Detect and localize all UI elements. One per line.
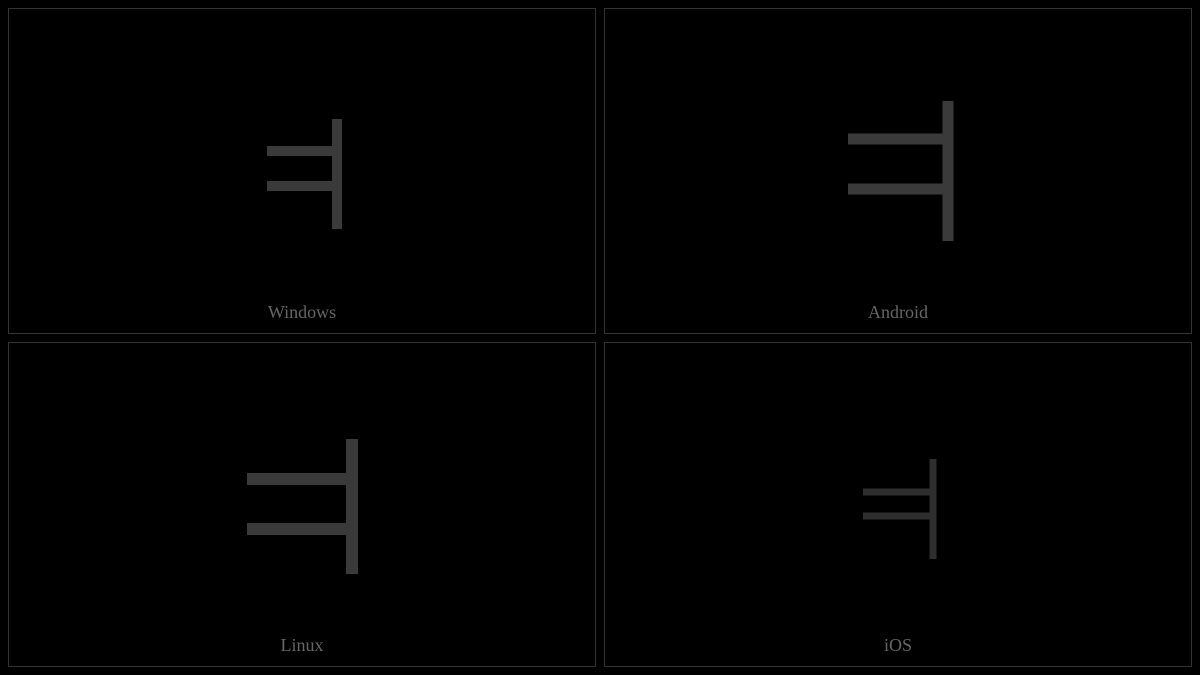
glyph-linux xyxy=(222,424,382,584)
glyph-ios xyxy=(838,444,958,564)
panel-windows: Windows xyxy=(8,8,596,334)
glyph-android xyxy=(818,91,978,251)
label-windows: Windows xyxy=(268,302,336,323)
label-ios: iOS xyxy=(884,635,912,656)
glyph-svg-ios xyxy=(838,444,958,564)
glyph-svg-windows xyxy=(232,101,372,241)
glyph-svg-linux xyxy=(222,424,382,584)
glyph-windows xyxy=(232,101,372,241)
panel-android: Android xyxy=(604,8,1192,334)
label-android: Android xyxy=(868,302,928,323)
glyph-svg-android xyxy=(818,91,978,251)
label-linux: Linux xyxy=(281,635,324,656)
panel-linux: Linux xyxy=(8,342,596,668)
panel-ios: iOS xyxy=(604,342,1192,668)
